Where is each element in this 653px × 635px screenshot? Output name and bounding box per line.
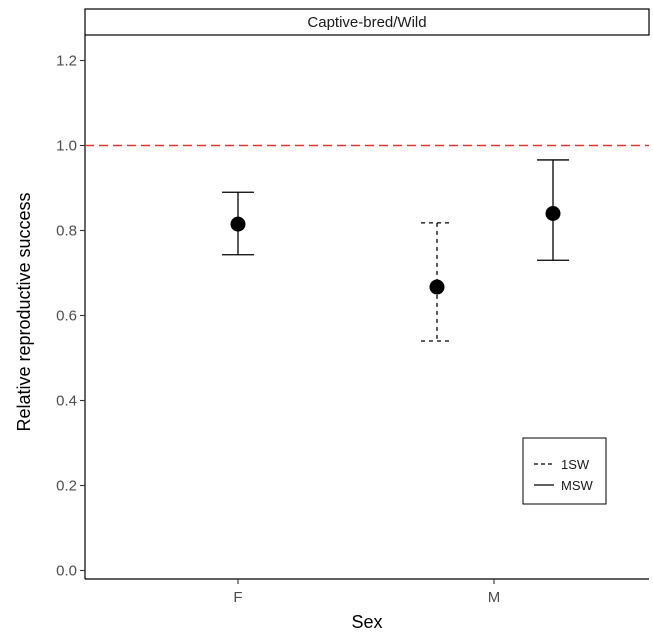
y-tick-label: 1.0 [56,138,77,155]
point-marker [545,206,561,221]
y-ticks: 0.0 0.2 0.4 0.6 0.8 1.0 1.2 [56,53,85,580]
point-marker [230,216,246,232]
facet-strip-box [84,8,650,36]
y-tick-label: 0.6 [56,308,77,325]
legend: 1SW MSW [522,437,607,505]
facet-strip: Captive-bred/Wild [84,8,650,36]
y-tick-label: 0.0 [56,563,77,580]
y-tick-label: 0.4 [56,393,77,410]
point-m-1sw [421,222,453,342]
y-axis-title: Relative reproductive success [14,192,34,431]
data-points [222,159,569,342]
legend-label-1sw: 1SW [561,457,590,472]
x-tick-label: M [488,589,501,606]
point-f-msw [222,191,254,256]
y-tick-label: 1.2 [56,53,77,70]
legend-box [522,437,607,505]
y-tick-label: 0.2 [56,478,77,495]
facet-strip-label: Captive-bred/Wild [307,14,426,31]
point-m-msw [537,159,569,261]
point-marker [429,279,445,295]
legend-label-msw: MSW [561,478,594,493]
x-tick-label: F [233,589,242,606]
y-tick-label: 0.8 [56,223,77,240]
x-axis-title: Sex [351,612,382,632]
